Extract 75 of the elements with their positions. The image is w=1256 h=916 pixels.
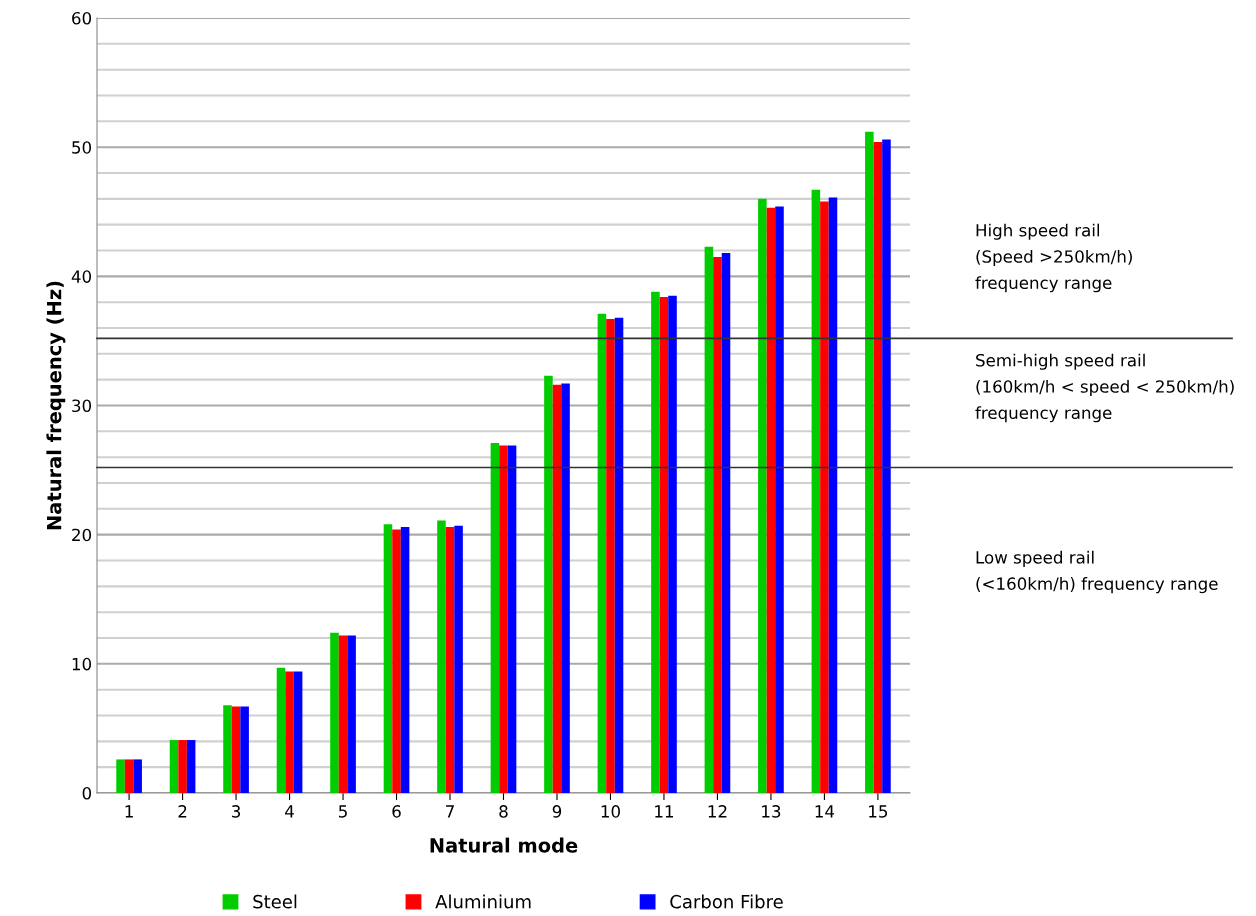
bar	[882, 139, 891, 793]
x-tick-label: 6	[392, 805, 401, 818]
bar	[454, 525, 463, 793]
bar	[293, 671, 303, 793]
bar	[561, 383, 570, 793]
text: High speed rail (Speed >250km/h) frequency range	[975, 223, 1132, 293]
y-tick-label: 30	[72, 399, 92, 413]
bar	[178, 740, 187, 793]
bar	[721, 253, 731, 793]
y-tick-label: 0	[82, 786, 92, 800]
bar	[668, 295, 677, 793]
bar	[169, 740, 179, 793]
bar	[285, 671, 294, 793]
bar	[758, 198, 767, 793]
bar	[651, 291, 660, 793]
bar	[186, 740, 196, 793]
y-axis-title: Natural frequency (Hz)	[46, 281, 66, 530]
bar	[828, 197, 838, 793]
bar	[338, 635, 348, 793]
x-tick-label: 14	[815, 805, 835, 818]
bar	[445, 526, 455, 793]
bar	[116, 759, 125, 793]
x-tick-label: 11	[655, 805, 674, 818]
bar	[133, 759, 142, 793]
legend-label: Steel	[253, 894, 297, 909]
bar	[276, 667, 286, 793]
bar	[775, 206, 784, 793]
x-tick-label: 7	[446, 805, 454, 818]
x-tick-label: 5	[339, 805, 347, 818]
x-axis-title: Natural mode	[430, 837, 578, 853]
bar	[811, 189, 821, 793]
bar	[330, 632, 339, 793]
y-tick-label: 50	[72, 141, 92, 154]
bar	[873, 142, 883, 793]
bar	[606, 318, 615, 793]
bar	[124, 759, 134, 793]
x-tick-label: 3	[232, 805, 241, 818]
bar	[231, 706, 241, 793]
bar	[865, 131, 874, 793]
bar	[766, 207, 776, 793]
bar	[499, 445, 508, 793]
y-tick-label: 10	[72, 657, 92, 671]
bar	[597, 313, 607, 793]
legend-label: Carbon Fibre	[670, 894, 783, 909]
bar	[704, 246, 714, 793]
text: Low speed rail (<160km/h) frequency range	[976, 550, 1218, 594]
bar	[544, 375, 553, 793]
y-tick-label: 20	[72, 528, 92, 542]
x-tick-label: 1	[125, 805, 133, 818]
x-tick-label: 9	[552, 805, 562, 818]
bar	[437, 520, 446, 793]
bar	[347, 635, 356, 793]
bar	[713, 256, 722, 793]
x-tick-label: 2	[178, 805, 187, 818]
x-tick-label: 8	[499, 805, 508, 818]
bar	[400, 526, 410, 793]
bar	[820, 201, 829, 793]
bar	[240, 706, 249, 793]
x-tick-label: 12	[708, 805, 727, 818]
bar	[614, 317, 624, 793]
bar	[507, 445, 517, 793]
bar	[392, 529, 401, 793]
bar	[552, 384, 562, 793]
bar	[490, 442, 500, 793]
text: Semi-high speed rail (160km/h < speed < 250km/h) frequency range	[975, 353, 1234, 423]
x-tick-label: 4	[285, 805, 294, 818]
x-tick-label: 10	[601, 805, 620, 818]
y-tick-label: 40	[71, 270, 92, 283]
x-tick-label: 15	[869, 805, 888, 818]
bar	[383, 524, 393, 793]
bar	[223, 705, 232, 793]
legend-label: Aluminium	[435, 894, 531, 909]
x-tick-label: 13	[762, 805, 781, 818]
bar	[659, 297, 669, 793]
y-tick-label: 60	[72, 11, 92, 25]
